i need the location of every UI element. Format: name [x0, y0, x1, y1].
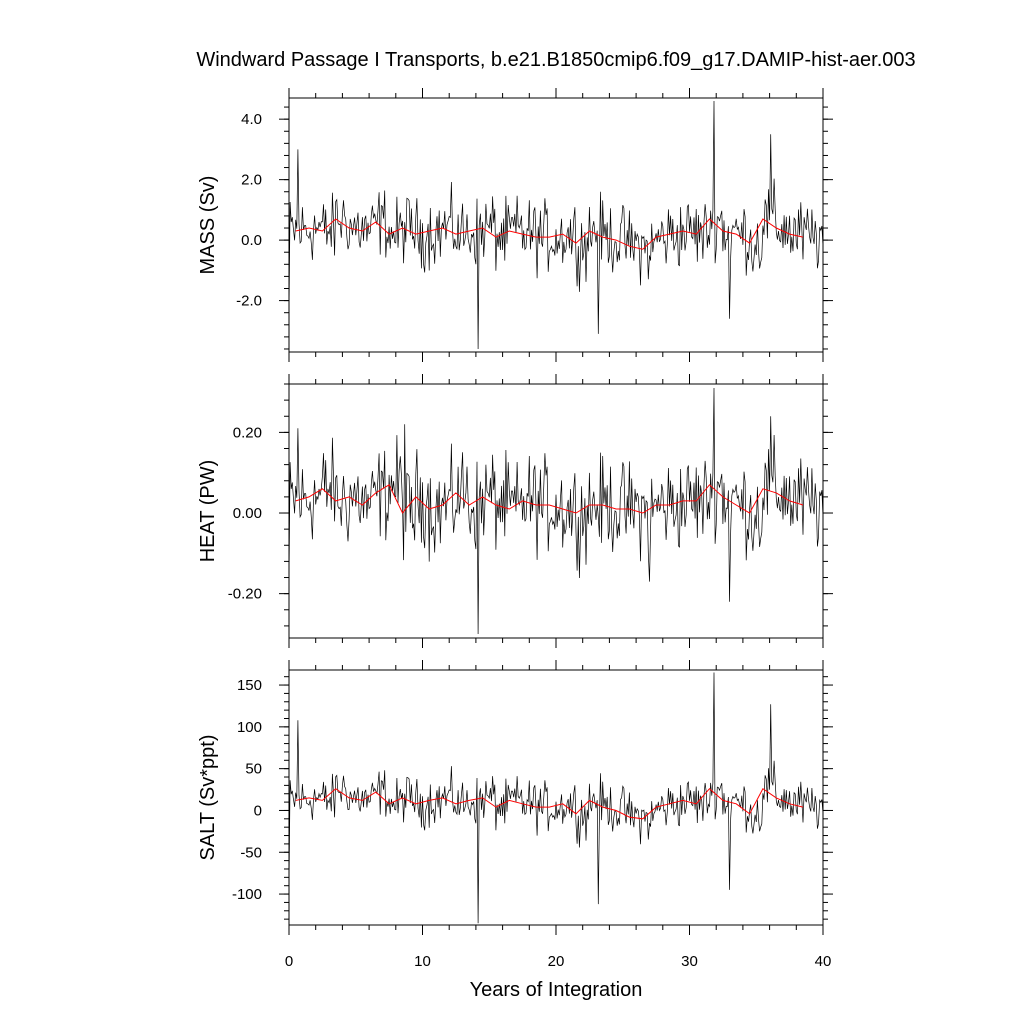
monthly-series-line: [288, 672, 824, 924]
y-tick-label: -2.0: [236, 293, 262, 310]
y-axis-label: MASS (Sv): [197, 176, 219, 275]
panel-2: -0.20 0.00 0.20 HEAT (PW): [197, 374, 833, 648]
annual-mean-line: [295, 484, 804, 514]
y-tick-label: -100: [232, 886, 262, 903]
y-tick-label: 0.20: [233, 424, 262, 441]
y-tick-label: 2.0: [241, 172, 262, 189]
y-tick-label: -0.20: [228, 586, 262, 603]
x-tick-label: 20: [548, 953, 565, 970]
x-tick-label: 30: [681, 953, 698, 970]
y-tick-label: 4.0: [241, 111, 262, 128]
x-tick-label: 40: [815, 953, 832, 970]
panel-frame: [288, 97, 824, 353]
panels: -2.0 0.0 2.0 4.0 MASS (Sv) -0.20 0.00 0.20 HEAT …: [197, 88, 833, 970]
y-axis-label: SALT (Sv*ppt): [197, 735, 219, 861]
y-tick-label: 0: [254, 802, 262, 819]
annual-mean-line: [295, 787, 804, 820]
annual-mean-line: [295, 218, 804, 250]
y-tick-label: 0.00: [233, 505, 262, 522]
y-axis-label: HEAT (PW): [197, 460, 219, 563]
panel-3: -100 -50 0 50 100 150 SALT (Sv*ppt): [197, 660, 833, 935]
chart-title: Windward Passage I Transports, b.e21.B18…: [196, 49, 915, 71]
x-tick-label: 0: [285, 953, 293, 970]
panel-1: -2.0 0.0 2.0 4.0 MASS (Sv): [197, 88, 833, 362]
y-tick-label: 0.0: [241, 232, 262, 249]
y-tick-label: 100: [237, 719, 262, 736]
x-axis-label: Years of Integration: [470, 979, 643, 1001]
x-tick-label: 10: [414, 953, 431, 970]
y-tick-label: -50: [240, 844, 262, 861]
panel-frame: [288, 669, 824, 926]
y-tick-label: 50: [245, 761, 262, 778]
monthly-series-line: [288, 100, 824, 350]
y-tick-label: 150: [237, 677, 262, 694]
monthly-series-line: [288, 387, 824, 635]
